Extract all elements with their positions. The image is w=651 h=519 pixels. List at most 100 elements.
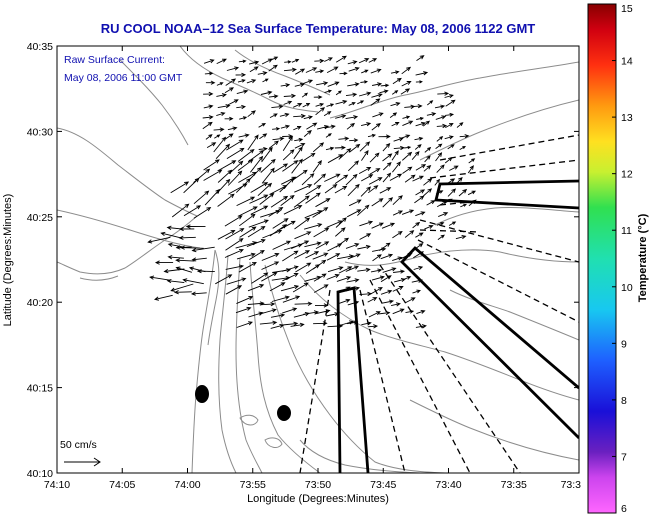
current-vector [434, 104, 446, 109]
y-tick-label: 40:30 [27, 126, 53, 138]
current-vector [217, 169, 233, 183]
current-vector [326, 220, 343, 228]
current-vector [282, 160, 299, 172]
current-vector [392, 161, 401, 173]
current-vector [424, 155, 431, 163]
current-vector [193, 190, 210, 205]
current-vector [281, 265, 299, 272]
current-vector [236, 296, 254, 305]
x-axis-label: Longitude (Degrees:Minutes) [247, 493, 389, 505]
current-vector [326, 103, 335, 107]
current-vector [313, 273, 327, 282]
current-vector [236, 89, 249, 95]
current-vector [224, 215, 243, 227]
current-vector [279, 177, 295, 193]
x-tick-label: 74:00 [174, 479, 200, 491]
boundary-east-wedge [434, 179, 579, 210]
current-vector [356, 204, 370, 216]
y-tick-label: 40:10 [27, 468, 53, 480]
current-vector [326, 253, 341, 261]
current-vector [339, 71, 348, 76]
current-vector [455, 234, 467, 240]
current-vector [315, 241, 330, 249]
current-vector [327, 323, 344, 329]
y-tick-label: 40:15 [27, 383, 53, 395]
current-vector [268, 207, 284, 217]
current-vector [359, 141, 371, 152]
current-vector [379, 187, 392, 194]
colorbar-tick-label: 15 [621, 3, 633, 15]
current-vector [335, 114, 347, 119]
current-vector [226, 147, 245, 159]
x-tick-label: 74:05 [109, 479, 135, 491]
x-tick-label: 73:45 [370, 479, 396, 491]
current-vector [334, 185, 348, 194]
current-vector [305, 185, 322, 196]
current-vector [359, 233, 372, 240]
current-vector [326, 274, 340, 280]
current-vector [447, 144, 455, 150]
current-vector [436, 123, 448, 129]
current-vector [273, 163, 289, 173]
current-vector [412, 175, 424, 182]
current-vector [175, 266, 193, 273]
current-vector [391, 150, 399, 161]
x-tick-label: 73:3 [561, 479, 582, 491]
current-vector [259, 320, 278, 325]
current-vector [467, 190, 477, 196]
current-vector [268, 140, 279, 149]
map-plot-area: 50 cm/s Raw Surface Current: May 08, 200… [56, 45, 580, 474]
current-vector [360, 122, 372, 127]
shoal-1 [239, 414, 259, 426]
current-vector [272, 240, 292, 250]
current-vector [361, 69, 369, 74]
current-vector [335, 227, 346, 237]
current-vector [393, 269, 406, 274]
current-vector [293, 102, 303, 108]
current-vector [295, 262, 312, 273]
current-vector [424, 146, 432, 153]
colorbar-tick-label: 11 [621, 225, 632, 237]
current-vector [225, 285, 243, 295]
current-vector [270, 195, 289, 208]
current-vector [205, 80, 216, 85]
current-vector [415, 164, 427, 171]
current-vector [390, 70, 400, 75]
current-vector [193, 207, 212, 219]
current-vector [204, 71, 214, 76]
colorbar-tick-label: 7 [621, 451, 627, 463]
current-vector [226, 277, 247, 285]
current-vector [280, 220, 296, 230]
current-vector [349, 199, 362, 207]
current-vector [216, 111, 226, 117]
current-vector [414, 136, 424, 141]
current-vector [460, 203, 468, 208]
current-vector [423, 188, 433, 197]
current-vector [294, 301, 313, 306]
x-tick-label: 73:35 [501, 479, 527, 491]
current-vector [368, 58, 378, 63]
current-vector [173, 290, 192, 295]
current-vector [358, 58, 370, 64]
current-vector [303, 130, 312, 137]
current-vector [357, 244, 371, 250]
current-vector [401, 66, 412, 75]
current-vector [225, 238, 244, 251]
current-vector [247, 284, 265, 292]
boundary-south-wedge [336, 286, 370, 473]
current-vector [149, 275, 171, 281]
ray-5 [379, 264, 521, 473]
shoal-3 [79, 275, 119, 281]
current-vector [293, 146, 303, 160]
current-vector [282, 321, 299, 326]
current-vector [367, 185, 379, 194]
current-vector [196, 269, 215, 274]
current-vector [191, 257, 207, 262]
current-vector [391, 90, 399, 95]
current-vector [248, 60, 260, 65]
current-vector [205, 134, 213, 140]
current-vector [346, 278, 360, 283]
current-vector [290, 322, 305, 327]
current-vector [203, 91, 214, 97]
current-vector [166, 278, 185, 284]
